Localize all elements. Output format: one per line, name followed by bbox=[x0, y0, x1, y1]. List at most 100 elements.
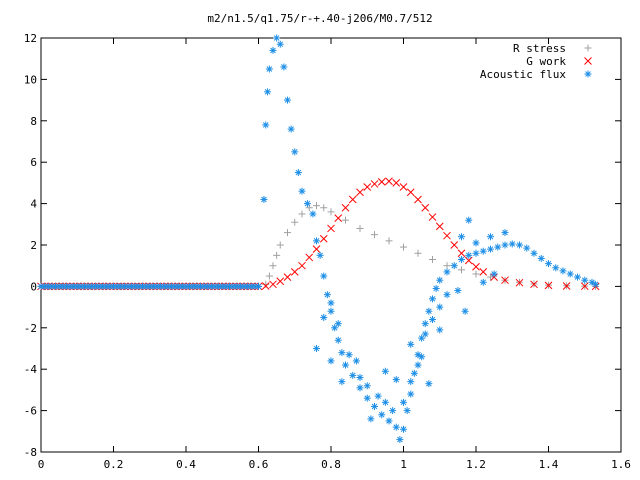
data-point bbox=[559, 267, 567, 275]
data-point bbox=[458, 266, 465, 274]
data-point bbox=[260, 195, 268, 203]
data-point bbox=[407, 340, 415, 348]
x-tick-label: 0.4 bbox=[176, 458, 196, 471]
y-tick-label: 6 bbox=[30, 156, 37, 169]
data-point bbox=[363, 382, 371, 390]
x-tick-label: 1.2 bbox=[466, 458, 486, 471]
data-point bbox=[487, 273, 494, 281]
data-point bbox=[537, 254, 545, 262]
data-point bbox=[320, 272, 328, 280]
y-tick-label: -6 bbox=[24, 405, 37, 418]
data-point bbox=[436, 303, 444, 311]
data-point bbox=[472, 262, 480, 271]
data-point bbox=[399, 183, 408, 191]
data-point bbox=[479, 278, 487, 286]
data-point bbox=[313, 202, 320, 210]
data-point bbox=[461, 307, 469, 315]
data-point bbox=[349, 371, 357, 379]
data-point bbox=[479, 247, 487, 255]
data-point bbox=[342, 216, 349, 224]
data-point bbox=[407, 390, 415, 398]
data-point bbox=[313, 345, 320, 352]
data-point bbox=[269, 262, 277, 270]
data-point bbox=[276, 40, 284, 48]
x-tick-label: 0 bbox=[38, 458, 45, 471]
data-point bbox=[298, 187, 306, 195]
data-point bbox=[515, 278, 524, 287]
data-point bbox=[265, 65, 273, 73]
y-tick-label: 12 bbox=[24, 32, 37, 45]
data-point bbox=[479, 268, 488, 276]
data-point bbox=[490, 270, 498, 278]
data-point bbox=[269, 46, 277, 54]
data-point bbox=[414, 249, 422, 257]
data-point bbox=[472, 239, 480, 247]
data-point bbox=[352, 357, 360, 365]
data-point bbox=[508, 240, 516, 248]
data-point bbox=[406, 188, 415, 197]
series-g-work bbox=[37, 177, 600, 291]
data-point bbox=[320, 313, 328, 321]
data-point bbox=[581, 276, 589, 284]
data-point bbox=[428, 213, 437, 221]
data-point bbox=[377, 178, 386, 186]
data-point bbox=[443, 262, 451, 270]
data-point bbox=[592, 280, 600, 288]
data-point bbox=[327, 357, 335, 365]
data-point bbox=[356, 384, 364, 392]
data-point bbox=[273, 34, 281, 42]
y-tick-label: -2 bbox=[24, 322, 37, 335]
data-point bbox=[327, 307, 335, 315]
data-point bbox=[465, 216, 473, 224]
data-point bbox=[501, 241, 509, 249]
data-point bbox=[370, 180, 379, 188]
data-point bbox=[392, 423, 400, 431]
data-point bbox=[574, 273, 581, 281]
data-point bbox=[523, 244, 531, 252]
data-point bbox=[276, 277, 285, 286]
data-point bbox=[421, 330, 429, 338]
data-point bbox=[396, 436, 404, 444]
y-tick-label: 2 bbox=[30, 239, 37, 252]
data-point bbox=[392, 179, 401, 187]
data-point bbox=[389, 407, 397, 415]
data-point bbox=[425, 380, 433, 388]
data-point bbox=[294, 169, 302, 177]
data-point bbox=[264, 88, 272, 96]
data-point bbox=[381, 398, 389, 406]
data-point bbox=[316, 251, 324, 259]
data-point bbox=[338, 349, 346, 357]
data-point bbox=[516, 241, 523, 249]
data-point bbox=[298, 261, 306, 270]
data-point bbox=[313, 237, 320, 245]
data-point bbox=[580, 282, 589, 291]
data-point bbox=[472, 249, 480, 257]
legend-label: G work bbox=[526, 55, 566, 68]
data-point bbox=[544, 281, 553, 290]
data-point bbox=[429, 255, 436, 263]
series-acoustic-flux bbox=[37, 34, 600, 444]
y-tick-label: -8 bbox=[24, 446, 37, 459]
y-tick-label: 4 bbox=[30, 198, 37, 211]
data-point bbox=[287, 125, 295, 133]
data-point bbox=[465, 251, 473, 259]
data-point bbox=[381, 367, 389, 375]
data-point bbox=[435, 222, 444, 231]
data-point bbox=[385, 237, 393, 245]
data-point bbox=[338, 378, 346, 386]
data-point bbox=[436, 276, 444, 284]
x-tick-label: 0.6 bbox=[249, 458, 269, 471]
data-point bbox=[414, 361, 422, 369]
x-tick-label: 0.2 bbox=[104, 458, 124, 471]
data-point bbox=[552, 264, 560, 272]
data-point bbox=[450, 262, 458, 270]
data-point bbox=[425, 307, 433, 315]
y-axis: -8 -6 -4 -2 0 2 4 6 8 10 12 bbox=[24, 32, 621, 459]
data-point bbox=[421, 203, 430, 212]
x-tick-label: 1.4 bbox=[539, 458, 559, 471]
data-point bbox=[378, 411, 386, 419]
data-point bbox=[334, 214, 343, 222]
x-tick-label: 1.6 bbox=[611, 458, 631, 471]
data-point bbox=[371, 402, 378, 410]
data-point bbox=[262, 121, 270, 129]
